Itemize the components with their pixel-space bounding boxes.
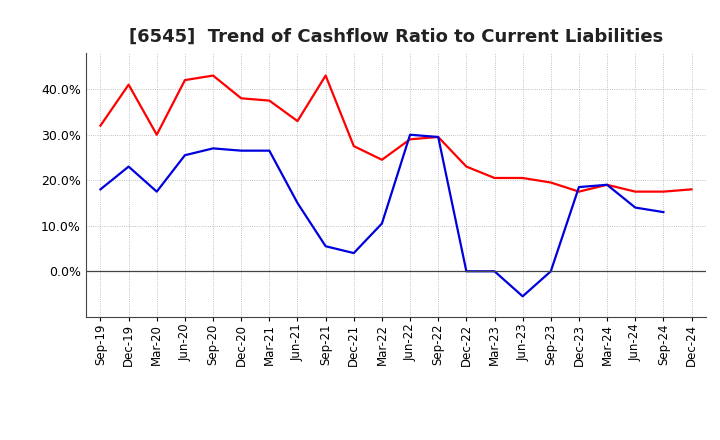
Operating CF to Current Liabilities <box>293 118 302 124</box>
Free CF to Current Liabilities <box>349 250 358 256</box>
Free CF to Current Liabilities <box>321 244 330 249</box>
Operating CF to Current Liabilities <box>546 180 555 185</box>
Free CF to Current Liabilities <box>96 187 105 192</box>
Operating CF to Current Liabilities <box>575 189 583 194</box>
Free CF to Current Liabilities <box>518 293 527 299</box>
Operating CF to Current Liabilities <box>237 95 246 101</box>
Free CF to Current Liabilities <box>490 269 499 274</box>
Free CF to Current Liabilities <box>209 146 217 151</box>
Free CF to Current Liabilities <box>181 153 189 158</box>
Line: Operating CF to Current Liabilities: Operating CF to Current Liabilities <box>101 76 691 192</box>
Operating CF to Current Liabilities <box>462 164 471 169</box>
Free CF to Current Liabilities <box>603 182 611 187</box>
Operating CF to Current Liabilities <box>490 175 499 180</box>
Free CF to Current Liabilities <box>265 148 274 153</box>
Free CF to Current Liabilities <box>546 269 555 274</box>
Operating CF to Current Liabilities <box>434 134 443 139</box>
Operating CF to Current Liabilities <box>265 98 274 103</box>
Operating CF to Current Liabilities <box>181 77 189 83</box>
Free CF to Current Liabilities <box>462 269 471 274</box>
Free CF to Current Liabilities <box>575 184 583 190</box>
Operating CF to Current Liabilities <box>125 82 133 87</box>
Operating CF to Current Liabilities <box>377 157 386 162</box>
Operating CF to Current Liabilities <box>321 73 330 78</box>
Operating CF to Current Liabilities <box>518 175 527 180</box>
Free CF to Current Liabilities <box>153 189 161 194</box>
Operating CF to Current Liabilities <box>659 189 667 194</box>
Operating CF to Current Liabilities <box>96 123 105 128</box>
Operating CF to Current Liabilities <box>349 143 358 149</box>
Free CF to Current Liabilities <box>406 132 415 137</box>
Operating CF to Current Liabilities <box>406 137 415 142</box>
Free CF to Current Liabilities <box>377 221 386 226</box>
Free CF to Current Liabilities <box>125 164 133 169</box>
Free CF to Current Liabilities <box>434 134 443 139</box>
Operating CF to Current Liabilities <box>687 187 696 192</box>
Free CF to Current Liabilities <box>631 205 639 210</box>
Operating CF to Current Liabilities <box>153 132 161 137</box>
Free CF to Current Liabilities <box>659 209 667 215</box>
Line: Free CF to Current Liabilities: Free CF to Current Liabilities <box>101 135 663 296</box>
Free CF to Current Liabilities <box>237 148 246 153</box>
Operating CF to Current Liabilities <box>209 73 217 78</box>
Free CF to Current Liabilities <box>293 200 302 205</box>
Operating CF to Current Liabilities <box>603 182 611 187</box>
Operating CF to Current Liabilities <box>631 189 639 194</box>
Title: [6545]  Trend of Cashflow Ratio to Current Liabilities: [6545] Trend of Cashflow Ratio to Curren… <box>129 28 663 46</box>
